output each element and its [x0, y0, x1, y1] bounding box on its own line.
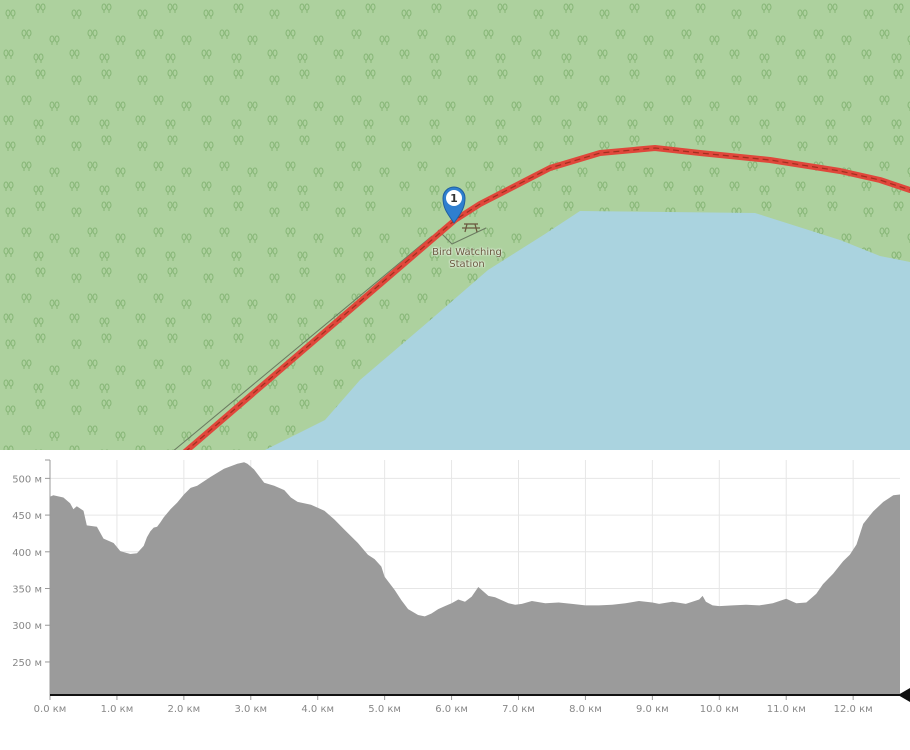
elevation-chart: 500 м 450 м 400 м 350 м 300 м 250 м 0.0 км 1.0…: [12, 459, 910, 715]
x-tick-label: 1.0 км: [101, 704, 134, 715]
y-tick-label: 350 м: [12, 585, 42, 596]
x-tick-label: 8.0 км: [569, 704, 602, 715]
map-view[interactable]: 1 Bird Watching Station: [0, 0, 910, 450]
poi-name-line1: Bird Watching: [432, 247, 502, 258]
y-axis-labels: 500 м 450 м 400 м 350 м 300 м 250 м: [12, 474, 42, 669]
y-tick-label: 500 м: [12, 474, 42, 485]
x-tick-label: 4.0 км: [301, 704, 334, 715]
elevation-profile[interactable]: 500 м 450 м 400 м 350 м 300 м 250 м 0.0 км 1.0…: [0, 450, 910, 750]
y-tick-label: 450 м: [12, 511, 42, 522]
elevation-area: [50, 462, 900, 695]
map-marker-icon[interactable]: 1: [442, 186, 466, 224]
footpath-branch: [437, 227, 487, 245]
y-tick-label: 250 м: [12, 658, 42, 669]
chart-axes: [45, 459, 905, 700]
picnic-table-icon: [462, 223, 480, 233]
route-dash-line: [186, 147, 910, 450]
y-tick-label: 300 м: [12, 621, 42, 632]
x-tick-label: 11.0 км: [767, 704, 806, 715]
position-triangle-icon[interactable]: [898, 688, 910, 702]
marker-number: 1: [450, 192, 458, 205]
x-tick-label: 12.0 км: [834, 704, 873, 715]
lake: [265, 211, 910, 450]
x-tick-label: 6.0 км: [435, 704, 468, 715]
poi-label[interactable]: Bird Watching Station: [426, 247, 508, 271]
x-tick-label: 3.0 км: [234, 704, 267, 715]
footpath: [173, 235, 433, 450]
x-tick-label: 10.0 км: [700, 704, 739, 715]
map-canvas: 1: [0, 0, 910, 450]
y-tick-label: 400 м: [12, 548, 42, 559]
x-tick-label: 7.0 км: [502, 704, 535, 715]
x-tick-label: 2.0 км: [168, 704, 201, 715]
x-axis-labels: 0.0 км 1.0 км 2.0 км 3.0 км 4.0 км 5.0 км 6.0 …: [34, 704, 873, 715]
poi-name-line2: Station: [449, 259, 485, 270]
x-tick-label: 9.0 км: [636, 704, 669, 715]
x-tick-label: 5.0 км: [368, 704, 401, 715]
x-tick-label: 0.0 км: [34, 704, 67, 715]
